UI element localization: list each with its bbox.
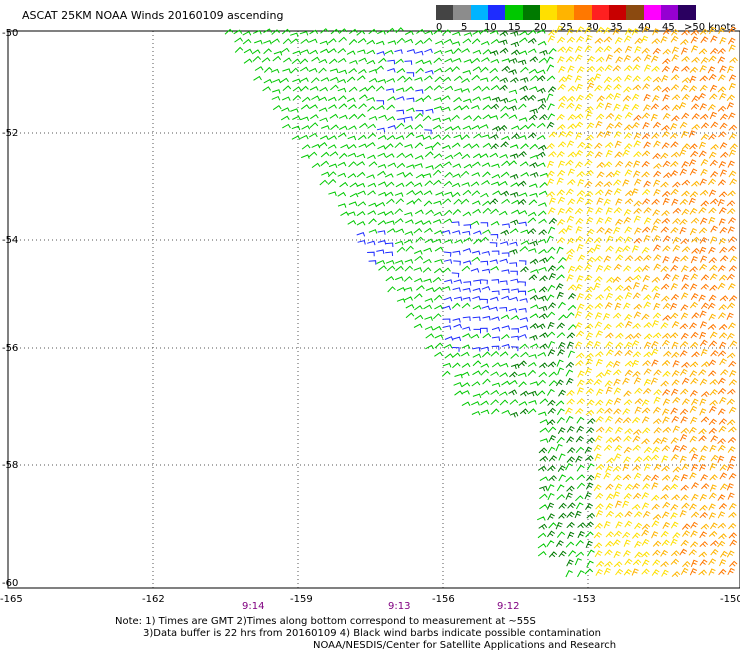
lat-label: -60: [2, 578, 19, 589]
legend-swatch: [626, 5, 645, 20]
map-title: ASCAT 25KM NOAA Winds 20160109 ascending: [22, 9, 284, 22]
wind-barb-group: [224, 27, 595, 578]
lat-label: -50: [2, 28, 19, 39]
time-label: 9:13: [388, 601, 411, 612]
legend-swatch: [470, 5, 489, 20]
lon-label: -153: [573, 594, 596, 605]
lon-label: -165: [0, 594, 23, 605]
lon-label: -162: [142, 594, 165, 605]
legend-label: 25: [560, 22, 573, 33]
legend-swatch: [436, 5, 454, 20]
wind-barb-group: [489, 30, 596, 567]
legend-label: 15: [508, 22, 521, 33]
legend-swatch: [505, 5, 524, 20]
footer-line-3: NOAA/NESDIS/Center for Satellite Applica…: [313, 640, 617, 651]
wind-barb-group: [356, 48, 529, 352]
legend-swatch: [522, 5, 541, 20]
legend-swatch: [609, 5, 627, 20]
lat-label: -54: [2, 235, 19, 246]
legend-label: 10: [484, 22, 497, 33]
legend-swatch: [487, 5, 506, 20]
lat-label: -56: [2, 343, 19, 354]
wind-barb-group: [633, 26, 738, 576]
lon-label: -159: [290, 594, 313, 605]
legend-swatch: [660, 5, 679, 20]
legend-label: 35: [610, 22, 623, 33]
legend-swatch: [539, 5, 558, 20]
legend-swatch: [678, 5, 697, 20]
wind-barb-group: [546, 25, 681, 577]
lon-label: -156: [432, 594, 455, 605]
wind-barbs: [224, 25, 738, 578]
legend-label: 45: [662, 22, 675, 33]
footer-line-2: 3)Data buffer is 22 hrs from 20160109 4)…: [143, 628, 601, 639]
footer-notes: Note: 1) Times are GMT 2)Times along bot…: [115, 616, 616, 652]
legend-swatch: [574, 5, 593, 20]
map-frame: [7, 30, 740, 589]
legend-swatch: [453, 5, 472, 20]
legend-swatch: [557, 5, 576, 20]
lat-label: -58: [2, 460, 19, 471]
lat-label: -52: [2, 128, 19, 139]
legend-label: 30: [586, 22, 599, 33]
footer-line-1: Note: 1) Times are GMT 2)Times along bot…: [115, 616, 536, 627]
legend-label: 20: [534, 22, 547, 33]
legend-label: 5: [461, 22, 468, 33]
lon-label: -150: [720, 594, 740, 605]
legend-label: 40: [638, 22, 651, 33]
time-label: 9:12: [497, 601, 520, 612]
wind-barb-group: [584, 26, 738, 577]
legend-label: >50 knots: [684, 22, 736, 33]
time-label: 9:14: [242, 601, 265, 612]
legend-swatch: [591, 5, 610, 20]
legend-label: 0: [436, 22, 443, 33]
wind-speed-legend: 0 5 10 15 20 25 30 35 40 45 >50 knots: [436, 5, 740, 35]
legend-swatch: [643, 5, 662, 20]
